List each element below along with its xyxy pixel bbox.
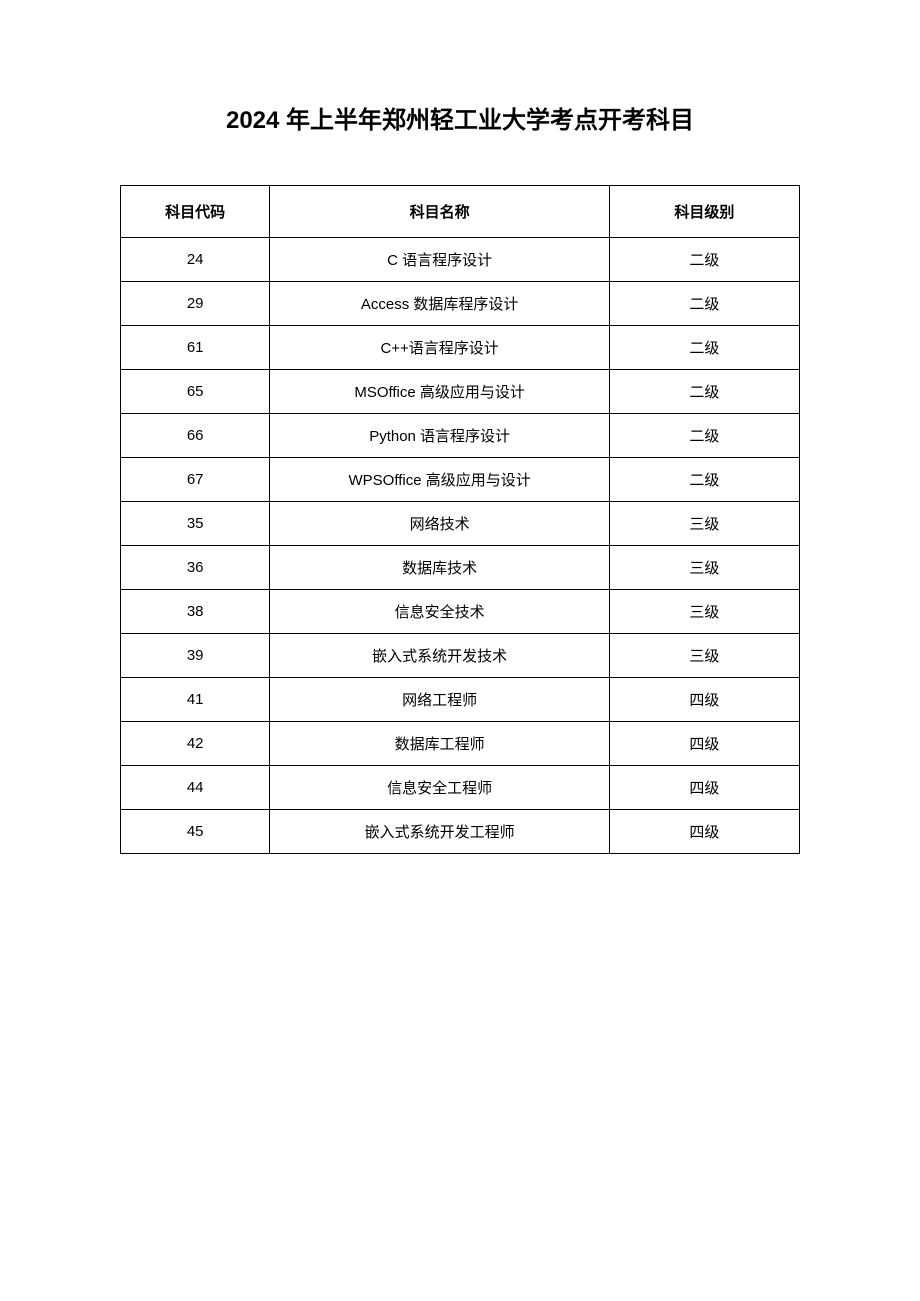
cell-code: 38 — [121, 590, 270, 634]
cell-name: Access 数据库程序设计 — [270, 282, 610, 326]
cell-code: 61 — [121, 326, 270, 370]
table-row: 61C++语言程序设计二级 — [121, 326, 800, 370]
cell-level: 二级 — [609, 326, 799, 370]
cell-code: 67 — [121, 458, 270, 502]
table-row: 45嵌入式系统开发工程师四级 — [121, 810, 800, 854]
cell-level: 三级 — [609, 590, 799, 634]
table-row: 35网络技术三级 — [121, 502, 800, 546]
cell-name: Python 语言程序设计 — [270, 414, 610, 458]
cell-level: 四级 — [609, 810, 799, 854]
cell-code: 42 — [121, 722, 270, 766]
header-code: 科目代码 — [121, 186, 270, 238]
cell-level: 二级 — [609, 414, 799, 458]
cell-code: 36 — [121, 546, 270, 590]
table-row: 24C 语言程序设计二级 — [121, 238, 800, 282]
table-row: 42数据库工程师四级 — [121, 722, 800, 766]
header-name: 科目名称 — [270, 186, 610, 238]
cell-name: 嵌入式系统开发技术 — [270, 634, 610, 678]
cell-name: 网络工程师 — [270, 678, 610, 722]
cell-level: 二级 — [609, 370, 799, 414]
cell-name: WPSOffice 高级应用与设计 — [270, 458, 610, 502]
page-title: 2024 年上半年郑州轻工业大学考点开考科目 — [120, 100, 800, 135]
cell-name: 数据库技术 — [270, 546, 610, 590]
cell-level: 三级 — [609, 546, 799, 590]
table-row: 39嵌入式系统开发技术三级 — [121, 634, 800, 678]
cell-level: 二级 — [609, 282, 799, 326]
table-body: 24C 语言程序设计二级29Access 数据库程序设计二级61C++语言程序设… — [121, 238, 800, 854]
cell-code: 39 — [121, 634, 270, 678]
cell-name: 网络技术 — [270, 502, 610, 546]
table-row: 44信息安全工程师四级 — [121, 766, 800, 810]
cell-name: C 语言程序设计 — [270, 238, 610, 282]
cell-code: 45 — [121, 810, 270, 854]
cell-level: 四级 — [609, 678, 799, 722]
cell-name: 数据库工程师 — [270, 722, 610, 766]
cell-code: 41 — [121, 678, 270, 722]
cell-code: 24 — [121, 238, 270, 282]
cell-name: 信息安全工程师 — [270, 766, 610, 810]
cell-name: 信息安全技术 — [270, 590, 610, 634]
cell-level: 四级 — [609, 722, 799, 766]
cell-name: C++语言程序设计 — [270, 326, 610, 370]
cell-level: 三级 — [609, 634, 799, 678]
cell-level: 四级 — [609, 766, 799, 810]
cell-code: 66 — [121, 414, 270, 458]
cell-name: MSOffice 高级应用与设计 — [270, 370, 610, 414]
cell-code: 29 — [121, 282, 270, 326]
subjects-table: 科目代码 科目名称 科目级别 24C 语言程序设计二级29Access 数据库程… — [120, 185, 800, 854]
cell-code: 35 — [121, 502, 270, 546]
table-row: 29Access 数据库程序设计二级 — [121, 282, 800, 326]
header-level: 科目级别 — [609, 186, 799, 238]
table-row: 41网络工程师四级 — [121, 678, 800, 722]
cell-code: 44 — [121, 766, 270, 810]
cell-level: 二级 — [609, 458, 799, 502]
cell-code: 65 — [121, 370, 270, 414]
cell-level: 三级 — [609, 502, 799, 546]
table-row: 65MSOffice 高级应用与设计二级 — [121, 370, 800, 414]
cell-level: 二级 — [609, 238, 799, 282]
table-row: 38信息安全技术三级 — [121, 590, 800, 634]
table-row: 67WPSOffice 高级应用与设计二级 — [121, 458, 800, 502]
table-row: 36数据库技术三级 — [121, 546, 800, 590]
table-header-row: 科目代码 科目名称 科目级别 — [121, 186, 800, 238]
cell-name: 嵌入式系统开发工程师 — [270, 810, 610, 854]
table-row: 66Python 语言程序设计二级 — [121, 414, 800, 458]
